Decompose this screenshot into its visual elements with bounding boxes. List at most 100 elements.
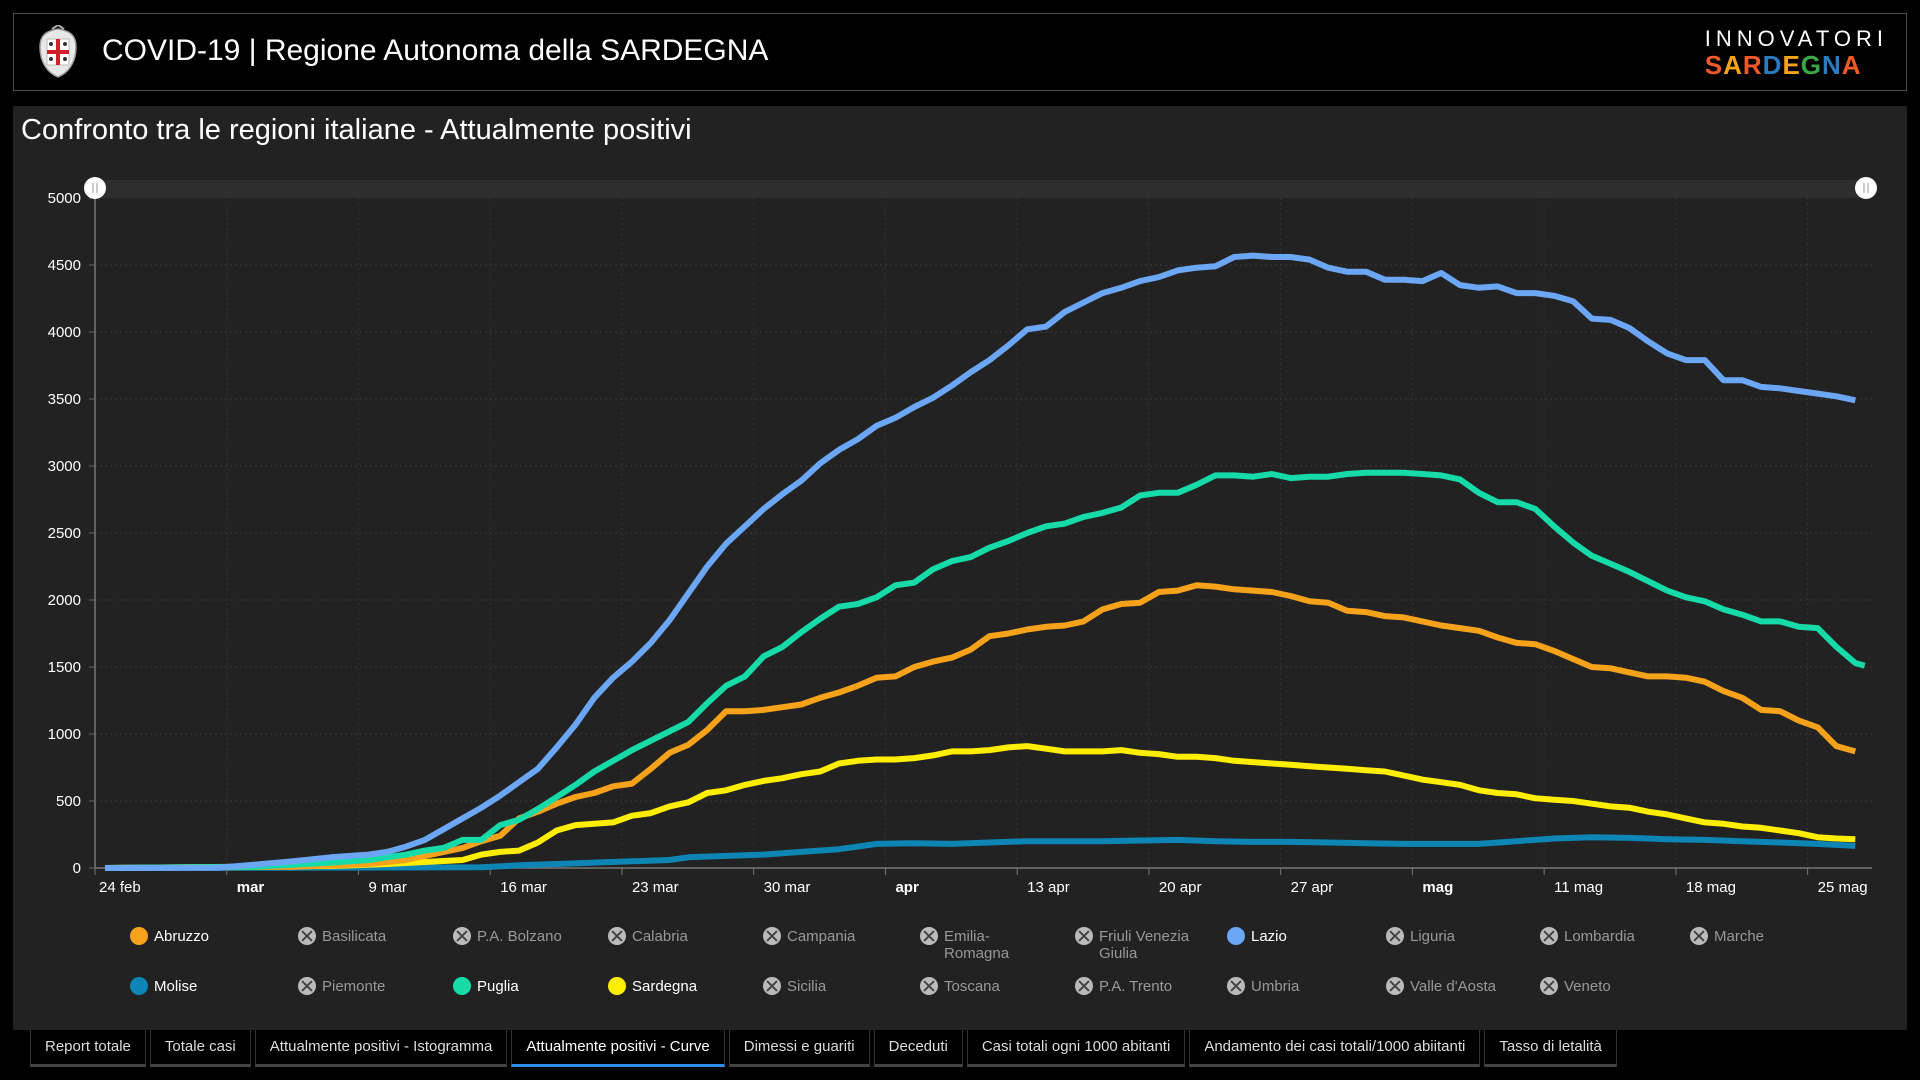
legend-item-friuli-venezia-giulia[interactable]: Friuli Venezia Giulia xyxy=(1075,927,1195,962)
legend-label: Emilia-Romagna xyxy=(944,928,1010,962)
legend-label: Toscana xyxy=(944,978,1000,995)
legend-label: Sardegna xyxy=(632,978,698,995)
brand-letter: G xyxy=(1800,50,1823,80)
range-handle-left[interactable] xyxy=(84,177,106,199)
legend-item-sicilia[interactable]: Sicilia xyxy=(763,977,827,996)
sardinia-crest-icon xyxy=(39,25,77,78)
series-line-sardegna xyxy=(104,743,1856,871)
x-tick-label: 13 apr xyxy=(1027,879,1070,896)
legend-item-valle-d-aosta[interactable]: Valle d'Aosta xyxy=(1386,977,1496,996)
y-tick-label: 1500 xyxy=(48,659,81,676)
legend-disabled-x-icon xyxy=(1690,927,1708,945)
legend-disabled-x-icon xyxy=(1386,927,1404,945)
legend-disabled-x-icon xyxy=(453,927,471,945)
line-chart: 0 500 1000 1500 2000 2500 3000 3500 4000 4500 5000… xyxy=(48,177,1877,896)
x-tick-label: 16 mar xyxy=(500,879,547,896)
tab-report-totale[interactable]: Report totale xyxy=(30,1030,146,1067)
brand-line2: SARDEGNA xyxy=(1705,50,1888,81)
legend-item-piemonte[interactable]: Piemonte xyxy=(298,977,385,996)
legend-label: Puglia xyxy=(477,978,519,995)
legend-label: Friuli Venezia Giulia xyxy=(1099,928,1190,962)
legend-label: P.A. Bolzano xyxy=(477,928,562,945)
y-tick-label: 5000 xyxy=(48,190,81,207)
x-tick-label: mag xyxy=(1422,879,1453,896)
legend-item-p-a-bolzano[interactable]: P.A. Bolzano xyxy=(453,927,562,946)
y-tick-label: 1000 xyxy=(48,726,81,743)
app-header: COVID-19 | Regione Autonoma della SARDEG… xyxy=(13,13,1907,91)
legend-color-dot-icon xyxy=(130,927,148,945)
legend-label: Veneto xyxy=(1564,978,1611,995)
x-tick-label: 27 apr xyxy=(1291,879,1334,896)
legend-disabled-x-icon xyxy=(1227,977,1245,995)
brand-letter: A xyxy=(1841,50,1862,80)
y-tick-label: 4500 xyxy=(48,257,81,274)
legend-disabled-x-icon xyxy=(298,977,316,995)
legend-label: Basilicata xyxy=(322,928,387,945)
innovatori-sardegna-logo: INNOVATORI SARDEGNA xyxy=(1705,26,1888,81)
brand-letter: E xyxy=(1782,50,1801,80)
legend-disabled-x-icon xyxy=(763,977,781,995)
tab-casi-totali-ogni-1000-abitanti[interactable]: Casi totali ogni 1000 abitanti xyxy=(966,1030,1186,1067)
app-title: COVID-19 | Regione Autonoma della SARDEG… xyxy=(102,34,769,67)
tab-deceduti[interactable]: Deceduti xyxy=(873,1030,963,1067)
brand-letter: R xyxy=(1742,50,1763,80)
legend-item-toscana[interactable]: Toscana xyxy=(920,977,1000,996)
legend-item-p-a-trento[interactable]: P.A. Trento xyxy=(1075,977,1172,996)
x-tick-label: 25 mag xyxy=(1818,879,1868,896)
legend-disabled-x-icon xyxy=(1540,927,1558,945)
tab-totale-casi[interactable]: Totale casi xyxy=(149,1030,251,1067)
legend-item-campania[interactable]: Campania xyxy=(763,927,856,946)
legend-item-molise[interactable]: Molise xyxy=(130,977,197,996)
brand-letter: D xyxy=(1762,50,1783,80)
series-line-lazio xyxy=(104,252,1856,871)
legend-item-lombardia[interactable]: Lombardia xyxy=(1540,927,1635,946)
x-tick-label: 24 feb xyxy=(99,879,141,896)
handle-circle xyxy=(1855,177,1877,199)
legend-item-puglia[interactable]: Puglia xyxy=(453,977,519,996)
legend-item-marche[interactable]: Marche xyxy=(1690,927,1765,946)
legend-disabled-x-icon xyxy=(1075,927,1093,945)
x-tick-label: 20 apr xyxy=(1159,879,1202,896)
legend-disabled-x-icon xyxy=(608,927,626,945)
legend-item-umbria[interactable]: Umbria xyxy=(1227,977,1299,996)
legend-item-abruzzo[interactable]: Abruzzo xyxy=(130,927,209,946)
handle-circle xyxy=(84,177,106,199)
tab-bar: Report totale Totale casi Attualmente posi… xyxy=(30,1030,1621,1067)
tab-andamento-dei-casi-totali-1000-abiitanti[interactable]: Andamento dei casi totali/1000 abiitanti xyxy=(1189,1030,1481,1067)
legend-label: Valle d'Aosta xyxy=(1410,978,1496,995)
series-line-molise xyxy=(104,834,1856,871)
x-tick-label: 11 mag xyxy=(1554,879,1603,896)
legend-item-emilia-romagna[interactable]: Emilia-Romagna xyxy=(920,927,1040,962)
legend-label: Liguria xyxy=(1410,928,1456,945)
y-tick-label: 0 xyxy=(73,860,81,877)
legend-label: Sicilia xyxy=(787,978,827,995)
legend-label: Campania xyxy=(787,928,856,945)
legend-disabled-x-icon xyxy=(1540,977,1558,995)
legend-disabled-x-icon xyxy=(1075,977,1093,995)
tab-attualmente-positivi-istogramma[interactable]: Attualmente positivi - Istogramma xyxy=(254,1030,508,1067)
legend-item-sardegna[interactable]: Sardegna xyxy=(608,977,698,996)
tab-attualmente-positivi-curve[interactable]: Attualmente positivi - Curve xyxy=(511,1030,725,1067)
x-tick-label: 9 mar xyxy=(368,879,406,896)
x-tick-label: apr xyxy=(895,879,919,896)
range-handle-right[interactable] xyxy=(1855,177,1877,199)
y-tick-label: 2000 xyxy=(48,592,81,609)
legend-disabled-x-icon xyxy=(920,977,938,995)
tab-dimessi-e-guariti[interactable]: Dimessi e guariti xyxy=(728,1030,870,1067)
y-tick-label: 2500 xyxy=(48,525,81,542)
series-line-abruzzo xyxy=(104,582,1857,871)
tab-tasso-di-letalit-[interactable]: Tasso di letalità xyxy=(1484,1030,1617,1067)
brand-letter: A xyxy=(1723,50,1743,80)
brand-line1: INNOVATORI xyxy=(1704,26,1888,51)
legend-item-liguria[interactable]: Liguria xyxy=(1386,927,1456,946)
legend-item-basilicata[interactable]: Basilicata xyxy=(298,927,387,946)
legend-label: Calabria xyxy=(632,928,688,945)
legend-color-dot-icon xyxy=(1227,927,1245,945)
y-tick-label: 3500 xyxy=(48,391,81,408)
legend-item-calabria[interactable]: Calabria xyxy=(608,927,688,946)
x-tick-label: mar xyxy=(237,879,265,896)
legend-label: Marche xyxy=(1714,928,1765,945)
legend-item-lazio[interactable]: Lazio xyxy=(1227,927,1287,946)
legend-item-veneto[interactable]: Veneto xyxy=(1540,977,1611,996)
brand-letter: S xyxy=(1704,50,1724,80)
